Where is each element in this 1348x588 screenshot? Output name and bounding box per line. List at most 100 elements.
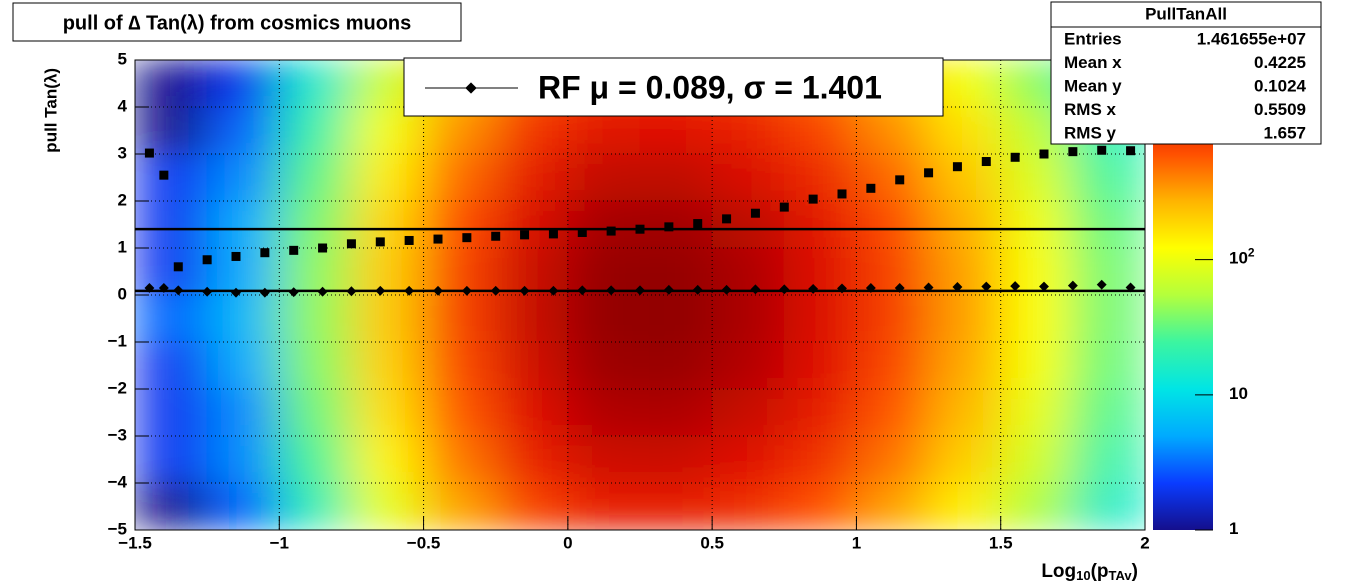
profile-diamond: [173, 285, 184, 296]
colorbar-tick-label: 10: [1229, 384, 1248, 403]
x-tick-label: 1.5: [989, 533, 1013, 552]
heatmap-cell: [639, 435, 713, 484]
heatmap-cell: [350, 153, 425, 202]
profile-diamond: [548, 285, 559, 296]
heatmap-cell: [135, 388, 208, 437]
heatmap-cell: [495, 388, 569, 437]
heatmap-cell: [928, 200, 1002, 249]
heatmap-cell: [639, 341, 713, 390]
profile-square: [318, 243, 328, 253]
heatmap-cell: [1072, 482, 1145, 530]
profile-diamond: [923, 282, 934, 293]
heatmap-cell: [783, 388, 857, 437]
heatmap-cell: [495, 294, 569, 343]
profile-diamond: [894, 283, 905, 293]
heatmap-cell: [711, 294, 785, 343]
heatmap-cell: [1000, 200, 1074, 249]
x-tick-label: 0.5: [700, 533, 724, 552]
profile-diamond: [317, 286, 328, 297]
heatmap-cell: [278, 482, 352, 530]
profile-diamond: [288, 287, 299, 298]
heatmap-cell: [855, 294, 930, 343]
y-tick-label: 0: [118, 284, 127, 303]
colorbar-tick-label: 1: [1229, 519, 1238, 538]
heatmap-cell: [1072, 153, 1145, 202]
profile-diamond: [433, 285, 443, 296]
x-axis-label-part: Log: [1041, 561, 1076, 582]
stats-name: RMS y: [1064, 123, 1117, 142]
profile-square: [635, 224, 645, 234]
profile-diamond: [663, 284, 674, 295]
profile-square: [260, 248, 270, 258]
heatmap-cell: [639, 153, 713, 202]
profile-square: [202, 255, 212, 265]
x-tick-label: 2: [1140, 533, 1149, 552]
y-tick-label: 4: [118, 96, 128, 115]
profile-diamond: [779, 284, 790, 295]
heatmap-cell: [495, 341, 569, 390]
profile-square: [1126, 146, 1136, 156]
profile-square: [664, 222, 674, 232]
heatmap-cell: [423, 153, 497, 202]
heatmap-cell: [495, 482, 569, 530]
heatmap-cell: [206, 60, 280, 108]
profile-square: [520, 230, 530, 240]
y-tick-label: −4: [108, 472, 128, 491]
heatmap-cell: [567, 388, 641, 437]
heatmap-cell: [135, 482, 208, 530]
profile-diamond: [231, 287, 241, 298]
profile-square: [837, 189, 847, 199]
heatmap-cell: [711, 200, 785, 249]
profile-square: [808, 194, 818, 204]
profile-square: [750, 208, 760, 218]
heatmap-cell: [278, 247, 352, 296]
x-tick-label: −0.5: [407, 533, 441, 552]
profile-square: [375, 237, 385, 247]
profile-diamond: [1039, 281, 1049, 292]
x-axis-label-part: 10: [1076, 568, 1090, 583]
profile-diamond: [259, 287, 270, 298]
heatmap-cell: [1072, 435, 1145, 484]
heatmap-cell: [711, 388, 785, 437]
heatmap-cell: [350, 388, 425, 437]
profile-square: [173, 262, 183, 272]
heatmap-cell: [783, 294, 857, 343]
stats-title: PullTanAll: [1145, 4, 1227, 23]
colorbar-tick-exponent: 2: [1248, 245, 1255, 259]
profile-square: [462, 233, 472, 243]
profile-square: [924, 168, 934, 178]
profile-square: [895, 175, 905, 185]
heatmap-cell: [206, 341, 280, 390]
heatmap-cell: [928, 388, 1002, 437]
stats-name: Mean x: [1064, 53, 1122, 72]
heatmap-cell: [1000, 435, 1074, 484]
profile-square: [779, 202, 789, 212]
y-tick-label: 5: [118, 49, 127, 68]
heatmap-cell: [783, 435, 857, 484]
y-axis-label: pull Tan(λ): [41, 68, 60, 153]
heatmap-cell: [206, 106, 280, 155]
heatmap-cell: [855, 341, 930, 390]
profile-square: [289, 245, 299, 255]
heatmap-cell: [711, 435, 785, 484]
heatmap-cell: [711, 482, 785, 530]
profile-diamond: [1010, 281, 1021, 292]
x-axis-label-part: (p: [1091, 561, 1109, 582]
profile-diamond: [404, 285, 415, 296]
stats-value: 0.4225: [1254, 53, 1306, 72]
profile-diamond: [1096, 279, 1107, 290]
profile-square: [866, 183, 876, 193]
x-tick-label: 1: [852, 533, 861, 552]
profile-diamond: [1125, 282, 1136, 293]
stats-name: Mean y: [1064, 76, 1122, 95]
x-tick-label: −1.5: [118, 533, 152, 552]
heatmap-cell: [567, 482, 641, 530]
heatmap-cell: [350, 294, 425, 343]
legend-box: [403, 57, 944, 117]
heatmap-cell: [567, 435, 641, 484]
profile-diamond: [461, 285, 472, 296]
profile-diamond: [981, 281, 992, 292]
x-tick-label: −1: [270, 533, 289, 552]
heatmap-cell: [1072, 200, 1145, 249]
